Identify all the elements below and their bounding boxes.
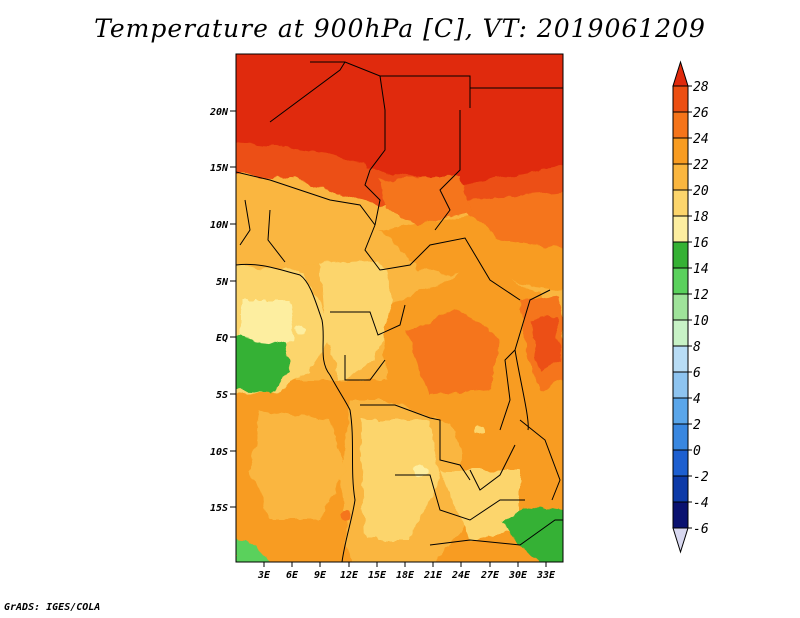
lon-tick-label: 12E [340, 570, 359, 581]
colorbar-swatch [672, 241, 689, 269]
lat-tick-label: 15S [210, 503, 228, 514]
colorbar-swatch [672, 215, 689, 243]
colorbar-swatch [672, 501, 689, 529]
colorbar-label: 14 [693, 262, 709, 277]
colorbar-swatch [672, 345, 689, 373]
longitude-axis: 3E 6E 9E 12E 15E 18E 21E 24E 27E 30E 33E [257, 562, 556, 581]
colorbar-label: 16 [693, 236, 709, 251]
lon-tick-label: 3E [257, 570, 271, 581]
plot-frame [235, 53, 564, 563]
lon-tick-label: 18E [396, 570, 415, 581]
lat-tick-label: 20N [209, 107, 229, 118]
colorbar-label: 6 [693, 366, 701, 381]
colorbar-swatch [672, 293, 689, 321]
colorbar-label: 4 [693, 392, 701, 407]
latitude-axis: 20N 15N 10N 5N EQ 5S 10S 15S [209, 107, 236, 514]
lat-tick-label: 10S [210, 447, 228, 458]
colorbar-label: 10 [693, 314, 709, 329]
lon-tick-label: 33E [536, 570, 556, 581]
colorbar-swatch [672, 423, 689, 451]
colorbar-swatch [672, 267, 689, 295]
grads-credit: GrADS: IGES/COLA [4, 602, 101, 613]
colorbar-label: -4 [693, 496, 709, 511]
lon-tick-label: 30E [508, 570, 528, 581]
colorbar-label: -2 [693, 470, 709, 485]
colorbar-swatch [672, 85, 689, 113]
colorbar-label: 0 [693, 444, 701, 459]
lon-tick-label: 9E [314, 570, 327, 581]
colorbar-label: -6 [693, 522, 709, 537]
colorbar-upper-extension [672, 60, 689, 87]
colorbar-label: 20 [693, 184, 709, 199]
colorbar-label: 22 [693, 158, 709, 173]
colorbar-label: 28 [693, 80, 709, 95]
chart-title: Temperature at 900hPa [C], VT: 201906120… [94, 14, 706, 43]
colorbar-swatch [672, 449, 689, 477]
colorbar-swatch [672, 397, 689, 425]
lon-tick-label: 27E [480, 570, 500, 581]
colorbar-label: 18 [693, 210, 709, 225]
colorbar-label: 2 [693, 418, 701, 433]
lon-tick-label: 21E [423, 570, 443, 581]
colorbar-swatch [672, 111, 689, 139]
colorbar-swatch [672, 137, 689, 165]
colorbar-lower-extension [672, 527, 689, 554]
lat-tick-label: EQ [216, 333, 228, 344]
colorbar-swatch [672, 189, 689, 217]
colorbar-label: 12 [693, 288, 709, 303]
lat-tick-label: 5N [216, 277, 229, 288]
colorbar-swatch [672, 319, 689, 347]
colorbar-swatch [672, 163, 689, 191]
lat-tick-label: 15N [210, 163, 229, 174]
colorbar-label: 8 [693, 340, 701, 355]
lon-tick-label: 24E [451, 570, 471, 581]
lat-tick-label: 5S [216, 390, 228, 401]
colorbar-label: 26 [693, 106, 709, 121]
temperature-field [236, 54, 563, 562]
lat-tick-label: 10N [210, 220, 229, 231]
lon-tick-label: 15E [368, 570, 387, 581]
colorbar-label: 24 [693, 132, 709, 147]
country-boundaries [236, 61, 563, 562]
lon-tick-label: 6E [286, 570, 299, 581]
colorbar-swatch [672, 371, 689, 399]
colorbar-swatch [672, 475, 689, 503]
